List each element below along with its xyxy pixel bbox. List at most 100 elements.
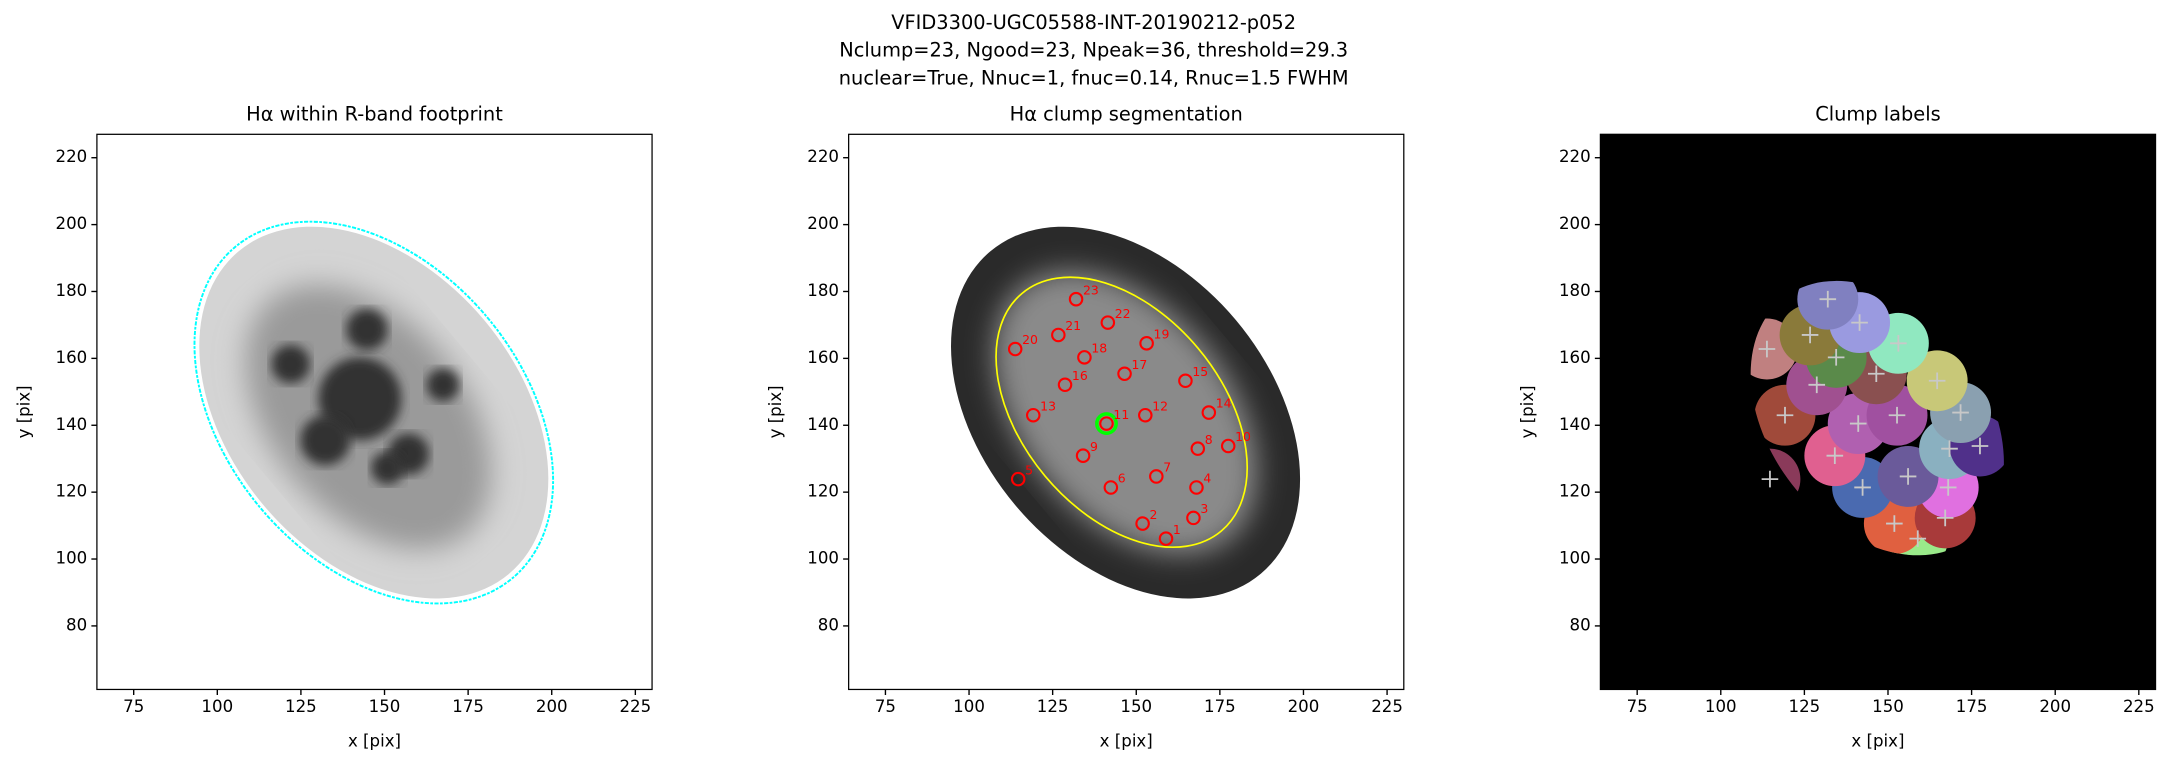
x-tick-label: 125 [1789, 697, 1821, 716]
peak-marker [1851, 314, 1868, 331]
axes-frame [848, 133, 1405, 691]
y-tick-label: 140 [56, 415, 88, 434]
clump-marker [1178, 373, 1193, 389]
peak-marker [1826, 447, 1844, 464]
y-tick-label: 180 [56, 281, 88, 300]
clump-label: 6 [1118, 471, 1126, 486]
clump-marker [1075, 448, 1091, 463]
clump-marker [1010, 471, 1026, 487]
clump-label: 12 [1152, 398, 1168, 413]
y-tick-label: 120 [1559, 482, 1591, 501]
x-tick-label: 100 [953, 697, 985, 716]
panel-title: Hα clump segmentation [1010, 102, 1243, 125]
clump-marker [1100, 315, 1116, 330]
suptitle: Nclump=23, Ngood=23, Npeak=36, threshold… [839, 39, 1348, 62]
clump-label: 8 [1205, 432, 1213, 447]
footprint-contour [193, 220, 555, 605]
y-tick-label: 80 [818, 615, 839, 634]
clump-marker [1025, 407, 1041, 423]
peak-marker [1801, 326, 1819, 344]
axes-frame [96, 133, 653, 691]
clump-label: 1 [1173, 522, 1181, 537]
peak-marker [1886, 515, 1903, 532]
x-tick-label: 225 [619, 697, 651, 716]
peak-marker [1971, 437, 1989, 455]
suptitle: VFID3300-UGC05588-INT-20190212-p052 [891, 11, 1296, 34]
clump-label: 5 [1025, 462, 1033, 477]
x-tick-label: 75 [1627, 697, 1648, 716]
peak-marker [1849, 415, 1867, 432]
panel [1600, 134, 2156, 690]
y-axis-label: y [pix] [14, 385, 33, 438]
y-tick-label: 220 [1559, 147, 1591, 166]
x-tick-label: 150 [1872, 697, 1904, 716]
peak-marker [1758, 340, 1776, 358]
y-tick-label: 160 [56, 348, 88, 367]
x-axis-label: x [pix] [1851, 732, 1904, 751]
clump-marker [1201, 405, 1217, 420]
y-tick-label: 100 [1559, 549, 1591, 568]
x-tick-label: 150 [369, 697, 401, 716]
clump-marker [1135, 516, 1150, 531]
y-axis-label: y [pix] [1518, 385, 1537, 438]
suptitle: nuclear=True, Nnuc=1, fnuc=0.14, Rnuc=1.… [839, 66, 1349, 89]
clump-marker [1117, 366, 1132, 382]
peak-marker [1952, 404, 1969, 421]
peak-marker [1776, 406, 1794, 424]
nucleus-marker [1095, 412, 1118, 436]
peak-marker [1761, 470, 1779, 488]
x-tick-label: 225 [1371, 697, 1403, 716]
clump-label: 3 [1200, 501, 1208, 516]
axes-frame [1599, 133, 2157, 691]
clump-marker [1158, 531, 1174, 546]
y-tick-label: 200 [1559, 214, 1591, 233]
clump-marker [1068, 291, 1084, 307]
y-tick-label: 100 [56, 549, 88, 568]
y-tick-label: 220 [56, 147, 88, 166]
y-axis-label: y [pix] [766, 385, 785, 438]
y-tick-label: 120 [807, 482, 839, 501]
peak-marker [1939, 479, 1957, 496]
x-tick-label: 200 [1288, 697, 1320, 716]
clump-marker [1149, 469, 1164, 484]
x-tick-label: 100 [201, 697, 233, 716]
clump-label: 18 [1091, 341, 1107, 356]
y-tick-label: 140 [807, 415, 839, 434]
peak-marker [1854, 479, 1871, 496]
panel [193, 220, 555, 605]
x-tick-label: 75 [123, 697, 144, 716]
peak-marker [1867, 365, 1885, 383]
x-tick-label: 125 [1037, 697, 1069, 716]
emission-knot [371, 451, 405, 485]
peak-marker [1888, 406, 1906, 424]
peak-marker [1808, 376, 1826, 394]
clump-marker [1103, 480, 1119, 495]
emission-knot [426, 368, 460, 402]
peak-marker [1890, 335, 1907, 352]
clump-label: 2 [1150, 507, 1158, 522]
x-tick-label: 200 [2039, 697, 2071, 716]
x-tick-label: 175 [1956, 697, 1988, 716]
x-tick-label: 175 [1204, 697, 1236, 716]
clump-label: 21 [1065, 318, 1081, 333]
clump-marker [1007, 341, 1023, 357]
clump-label: 14 [1216, 396, 1232, 411]
clump-label: 13 [1040, 398, 1056, 413]
clump-marker [1138, 407, 1153, 423]
clump-label: 4 [1203, 471, 1211, 486]
x-tick-label: 125 [285, 697, 317, 716]
y-tick-label: 180 [1559, 281, 1591, 300]
clump-label: 17 [1131, 357, 1147, 372]
clump-marker [1051, 327, 1066, 343]
clump-label: 9 [1090, 439, 1098, 454]
x-tick-label: 100 [1705, 697, 1737, 716]
clump-label: 7 [1163, 460, 1171, 475]
clump-marker [1099, 416, 1114, 431]
y-tick-label: 220 [807, 147, 839, 166]
peak-marker [1909, 530, 1927, 547]
peak-marker [1941, 440, 1958, 457]
emission-knot [318, 357, 402, 441]
emission-knot [300, 415, 351, 466]
